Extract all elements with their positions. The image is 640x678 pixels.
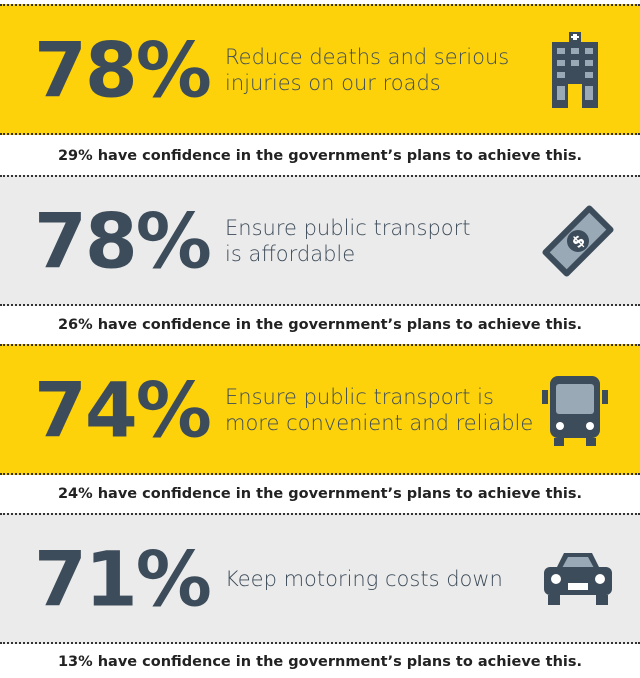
percent: 78% xyxy=(34,25,212,114)
description: Keep motoring costs down xyxy=(225,566,503,592)
description-line: Ensure public transport is xyxy=(225,384,494,409)
confidence-caption: 13% have confidence in the government’s … xyxy=(57,654,583,670)
money-icon: $ xyxy=(542,204,614,277)
description: Reduce deaths and serious injuries on ou… xyxy=(225,44,509,96)
description-line: Ensure public transport xyxy=(225,215,471,240)
percent: 78% xyxy=(34,196,212,285)
panel: 71% Keep motoring costs down xyxy=(0,513,640,644)
confidence-caption: 24% have confidence in the government’s … xyxy=(57,486,583,502)
panel: 78% Ensure public transport is affordabl… xyxy=(0,175,640,306)
description: Ensure public transport is affordable xyxy=(225,215,471,267)
percent: 74% xyxy=(34,365,212,454)
description-line: more convenient and reliable xyxy=(225,410,534,435)
bus-icon xyxy=(542,375,608,446)
description-line: is affordable xyxy=(225,241,356,266)
hospital-icon xyxy=(552,31,598,108)
car-icon xyxy=(544,552,612,605)
description-line: Keep motoring costs down xyxy=(225,566,503,591)
confidence-caption: 29% have confidence in the government’s … xyxy=(57,148,583,164)
panel: 78% Reduce deaths and serious injuries o… xyxy=(0,4,640,135)
percent: 71% xyxy=(34,534,212,623)
panel: 74% Ensure public transport is more conv… xyxy=(0,344,640,475)
description-line: injuries on our roads xyxy=(225,70,441,95)
confidence-caption: 26% have confidence in the government’s … xyxy=(57,317,583,333)
description-line: Reduce deaths and serious xyxy=(225,44,510,69)
description: Ensure public transport is more convenie… xyxy=(225,384,533,436)
